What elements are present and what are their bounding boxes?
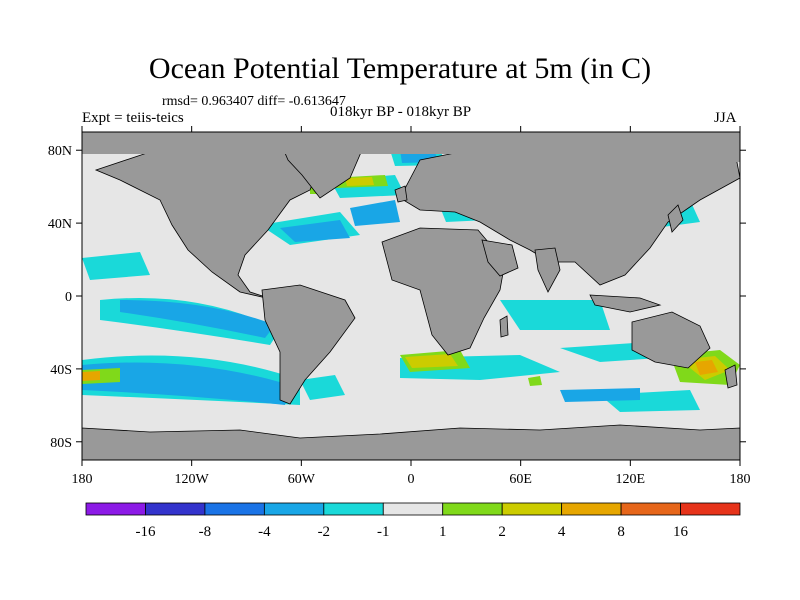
new-zealand: [724, 364, 738, 389]
antarctica: [82, 424, 740, 460]
colorbar-swatch: [561, 502, 622, 516]
stats-text: rmsd= 0.963407 diff= -0.613647: [162, 94, 346, 109]
indonesia: [589, 294, 662, 313]
colorbar-label: -2: [318, 524, 331, 540]
madagascar: [499, 315, 509, 338]
colorbar-swatch: [382, 502, 444, 516]
axis-ticks: 80N 40N 0 40S 80S 180 120W 60W 0 60E 120E 180: [48, 126, 751, 487]
colorbar-swatch: [85, 502, 146, 516]
colorbar-label: -16: [135, 524, 155, 540]
period-label: 018kyr BP - 018kyr BP: [330, 104, 472, 120]
africa: [381, 227, 506, 356]
japan: [667, 204, 684, 233]
colorbar-label: -4: [258, 524, 271, 540]
colorbar-label: 2: [498, 524, 506, 540]
colorbar-swatch: [501, 502, 563, 516]
lat-tick-label: 80N: [48, 144, 72, 159]
south-america: [261, 284, 356, 405]
india: [534, 247, 561, 293]
plot-title: Ocean Potential Temperature at 5m (in C): [148, 52, 652, 85]
colorbar-label: 1: [439, 524, 447, 540]
grid-mask-cells: [82, 132, 740, 162]
land-masses: [82, 139, 740, 460]
australia: [631, 311, 711, 369]
lon-tick-label: 60W: [288, 472, 316, 487]
lat-tick-label: 80S: [50, 436, 72, 451]
colorbar-label: 8: [617, 524, 625, 540]
lon-tick-label: 120W: [175, 472, 210, 487]
colorbar: -16 -8 -4 -2 -1 1 2 4 8 16: [85, 502, 741, 540]
lat-tick-label: 0: [65, 290, 72, 305]
colorbar-label: 4: [558, 524, 566, 540]
colorbar-swatch: [263, 502, 325, 516]
colorbar-swatch: [620, 502, 681, 516]
colorbar-swatch: [323, 502, 384, 516]
experiment-label: Expt = teiis-teics: [82, 110, 184, 126]
british-isles: [394, 185, 408, 203]
lat-tick-label: 40S: [50, 363, 72, 378]
lon-tick-label: 120E: [616, 472, 646, 487]
colorbar-swatch: [204, 502, 265, 516]
colorbar-swatch: [680, 502, 741, 516]
colorbar-label: -8: [199, 524, 212, 540]
lon-tick-label: 0: [408, 472, 415, 487]
colorbar-swatch: [145, 502, 206, 516]
colorbar-label: 16: [673, 524, 689, 540]
lat-tick-label: 40N: [48, 217, 72, 232]
lon-tick-label: 180: [72, 472, 93, 487]
season-label: JJA: [714, 110, 737, 126]
lon-tick-label: 60E: [509, 472, 532, 487]
lon-tick-label: 180: [730, 472, 751, 487]
colorbar-label: -1: [377, 524, 390, 540]
arabian-peninsula: [481, 239, 519, 277]
map-area: [82, 132, 740, 460]
colorbar-swatch: [442, 502, 503, 516]
